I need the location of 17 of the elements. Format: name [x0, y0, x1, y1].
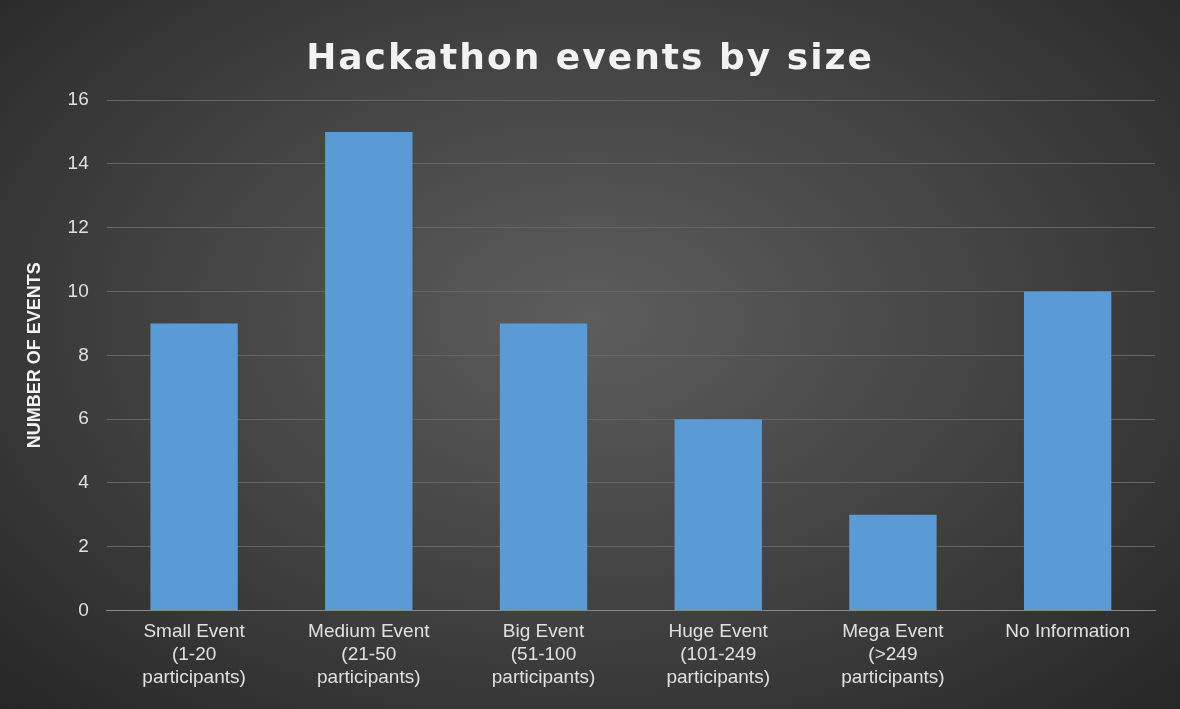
y-tick-label: 8: [78, 343, 89, 365]
y-tick-label: 4: [78, 471, 90, 493]
x-tick-label: Medium Event (21-50 participants): [308, 620, 431, 687]
y-axis-title: NUMBER OF EVENTS: [23, 262, 44, 449]
y-tick-label: 12: [67, 215, 89, 237]
y-tick-label: 14: [67, 152, 90, 174]
x-tick-label: Big Event (51-100 participants): [491, 620, 596, 687]
x-tick-label: Small Event (1-20 participants): [142, 620, 246, 687]
x-tick-label: No Information: [1005, 620, 1130, 642]
y-tick-label: 0: [78, 598, 89, 620]
y-tick-label: 10: [67, 279, 89, 301]
x-tick-label: Huge Event (101-249 participants): [666, 620, 770, 687]
y-tick-label: 16: [67, 88, 89, 110]
x-tick-label: Mega Event (>249 participants): [841, 620, 945, 687]
chart-title: Hackathon events by size: [305, 36, 875, 77]
y-tick-label: 2: [78, 535, 89, 557]
y-tick-label: 6: [78, 407, 89, 429]
